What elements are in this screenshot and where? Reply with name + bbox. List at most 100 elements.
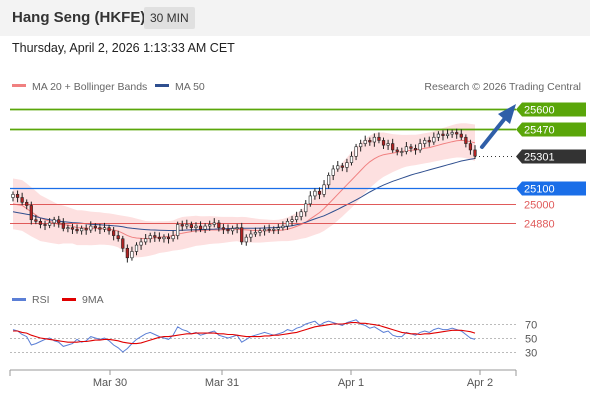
candle-body-up <box>212 222 216 225</box>
level-box-25470 <box>516 122 586 137</box>
candle-body-down <box>455 132 459 135</box>
level-text-24880: 24880 <box>524 219 555 231</box>
candle <box>285 218 290 230</box>
candle-body-down <box>409 146 413 149</box>
candle <box>391 138 395 153</box>
candle-body-up <box>322 184 326 195</box>
chart-credit: Research © 2026 Trading Central <box>424 81 581 93</box>
rsi-panel: 70 50 30 <box>10 319 537 360</box>
level-text-25600: 25600 <box>524 105 555 117</box>
candle <box>400 147 404 157</box>
candle-body-up <box>148 235 152 240</box>
candle-body-up <box>331 168 335 176</box>
candle-body-down <box>240 227 244 243</box>
ma50-line <box>12 158 476 231</box>
candle <box>262 225 267 236</box>
candle <box>340 162 344 172</box>
level-label-25470: 25470 <box>516 122 586 137</box>
candle-body-up <box>418 143 422 151</box>
candle <box>203 223 207 234</box>
candle <box>157 232 161 242</box>
candle-body-up <box>176 224 180 236</box>
timeframe-badge[interactable]: 30 MIN <box>144 7 195 29</box>
rsi-level-label-50: 50 <box>525 334 537 346</box>
candle <box>43 220 47 231</box>
legend-9ma-label: 9MA <box>82 294 104 306</box>
candle <box>359 139 363 152</box>
candle <box>116 230 120 242</box>
candle-body-down <box>180 224 184 227</box>
candle <box>258 227 262 237</box>
candle-body-down <box>34 219 38 222</box>
candle-body-down <box>413 148 418 151</box>
candle <box>395 147 399 156</box>
legend-rsi-swatch <box>12 298 26 301</box>
candle <box>432 132 436 145</box>
candle <box>107 224 111 235</box>
level-text-25100: 25100 <box>524 184 555 196</box>
candle <box>134 242 139 256</box>
candle <box>217 220 221 232</box>
candle <box>308 191 312 207</box>
x-axis-ticks: Mar 30 Mar 31 Apr 1 Apr 2 <box>93 370 493 389</box>
candle <box>25 199 29 210</box>
candle-body-down <box>441 133 445 136</box>
candle-body-up <box>134 244 139 252</box>
candle <box>61 218 65 232</box>
candle-body-up <box>235 227 239 229</box>
candle-body-down <box>464 136 468 144</box>
trend-arrow-layer <box>480 104 516 149</box>
candle-body-up <box>354 146 358 157</box>
candle <box>212 218 216 228</box>
candle <box>15 190 20 203</box>
candle <box>468 139 473 155</box>
candle-body-up <box>327 175 331 186</box>
candle-body-down <box>226 228 230 232</box>
candle <box>372 133 376 147</box>
candle <box>423 137 427 148</box>
legend-rsi-label: RSI <box>32 294 50 306</box>
candle-body-up <box>130 251 134 259</box>
candle-body-up <box>304 203 308 213</box>
candle-body-up <box>102 227 107 230</box>
candle <box>436 131 441 142</box>
candle <box>166 233 171 244</box>
candle-body-up <box>313 190 317 197</box>
level-box-25301 <box>516 149 586 164</box>
candle-body-up <box>363 140 367 144</box>
candle <box>267 224 271 233</box>
candle-body-down <box>93 225 97 228</box>
candle-body-up <box>299 211 303 217</box>
candle <box>34 214 38 225</box>
candle-body-up <box>276 227 280 230</box>
candle <box>240 222 244 245</box>
candle-body-up <box>400 151 404 153</box>
candle <box>189 221 193 232</box>
candle-body-up <box>281 225 285 228</box>
candle <box>450 129 454 138</box>
candle <box>349 151 354 166</box>
candle-body-down <box>377 136 381 141</box>
candle-body-down <box>459 133 463 138</box>
candle <box>130 246 134 261</box>
candle <box>198 221 203 233</box>
candle-body-down <box>157 236 161 240</box>
candle <box>102 222 107 233</box>
candle-body-up <box>80 228 84 232</box>
candle <box>52 216 56 227</box>
bollinger-band-area <box>13 123 475 258</box>
candle <box>295 211 299 223</box>
rsi-level-label-70: 70 <box>525 320 537 332</box>
candle-body-up <box>432 136 436 143</box>
x-tick-label: Apr 1 <box>338 377 364 389</box>
candle <box>459 129 463 141</box>
candle-body-up <box>262 228 267 232</box>
candle-body-down <box>340 165 344 168</box>
candle-body-down <box>217 222 221 228</box>
bollinger-band-layer <box>13 123 475 258</box>
candle <box>322 180 326 198</box>
candle <box>299 208 303 221</box>
candle <box>249 230 253 242</box>
candle <box>244 234 248 246</box>
